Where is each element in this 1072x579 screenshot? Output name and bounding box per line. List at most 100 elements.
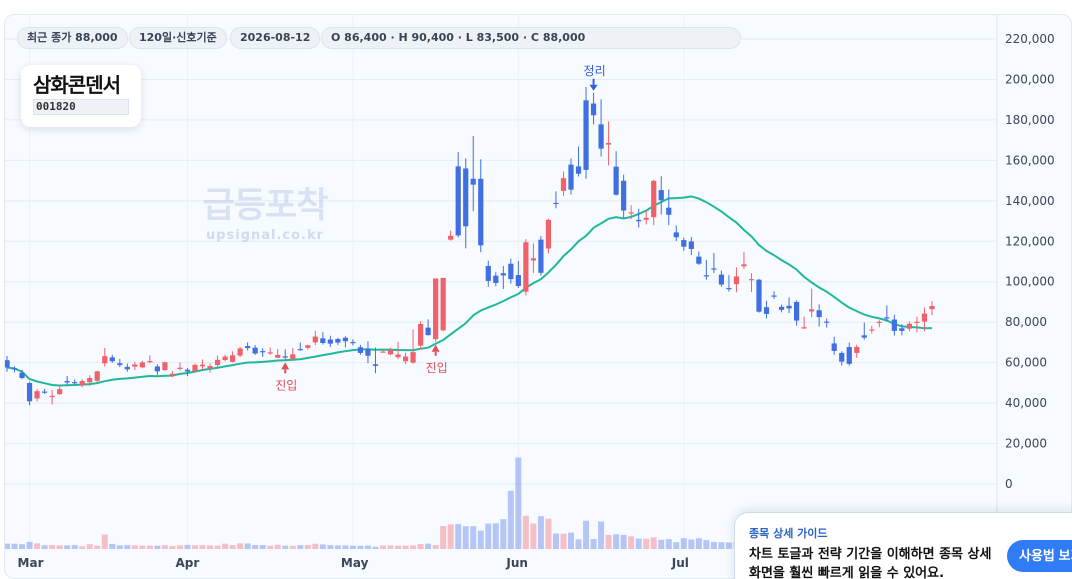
stock-card: 삼화콘덴서 001820 bbox=[21, 65, 141, 127]
candle-body bbox=[628, 212, 634, 214]
volume-bar bbox=[725, 542, 732, 549]
candle-body bbox=[79, 381, 85, 386]
x-tick-label: Jun bbox=[505, 556, 528, 570]
volume-bar bbox=[620, 534, 627, 549]
volume-bar bbox=[282, 545, 289, 549]
volume-bar bbox=[410, 545, 417, 549]
volume-bar bbox=[146, 545, 153, 549]
volume-bar bbox=[176, 545, 183, 549]
candle-body bbox=[831, 343, 837, 351]
volume-bar bbox=[34, 543, 41, 549]
candle-body bbox=[335, 338, 341, 343]
volume-bar bbox=[312, 543, 319, 549]
recent-close-pill: 최근 종가 88,000 bbox=[17, 27, 128, 49]
volume-bar bbox=[658, 539, 665, 549]
candle-body bbox=[636, 219, 642, 222]
volume-bar bbox=[613, 534, 620, 549]
candle-body bbox=[523, 242, 529, 292]
x-tick-label: May bbox=[341, 556, 369, 570]
candle-body bbox=[320, 338, 326, 344]
candle-body bbox=[275, 354, 281, 358]
volume-bar bbox=[575, 539, 582, 549]
candle-body bbox=[26, 383, 33, 402]
volume-bar bbox=[259, 545, 266, 549]
volume-bar bbox=[304, 545, 311, 549]
volume-bar bbox=[387, 545, 394, 549]
volume-bar bbox=[688, 539, 695, 549]
volume-bar bbox=[229, 545, 236, 549]
volume-bar bbox=[161, 545, 168, 549]
candle-body bbox=[613, 166, 619, 195]
candle-body bbox=[598, 124, 604, 149]
volume-bar bbox=[26, 541, 33, 549]
candle-body bbox=[245, 346, 251, 349]
volume-bar bbox=[695, 538, 702, 549]
volume-bar bbox=[334, 545, 341, 549]
candle-body bbox=[876, 321, 882, 323]
volume-bar bbox=[635, 538, 642, 549]
exit-signal-label: 정리 bbox=[584, 64, 606, 78]
candle-body bbox=[478, 178, 484, 246]
volume-bar bbox=[237, 543, 244, 549]
candle-body bbox=[11, 368, 18, 370]
period-pill[interactable]: 120일·신호기준 bbox=[129, 27, 227, 49]
candle-body bbox=[395, 354, 401, 358]
volume-bar bbox=[222, 543, 229, 549]
volume-bar bbox=[470, 526, 477, 549]
volume-bar bbox=[665, 539, 672, 549]
volume-bar bbox=[560, 533, 567, 549]
volume-bar bbox=[447, 524, 454, 549]
volume-bar bbox=[297, 545, 304, 549]
volume-bar bbox=[71, 545, 78, 549]
candle-body bbox=[372, 364, 379, 366]
candle-body bbox=[305, 345, 311, 348]
guide-button[interactable]: 사용법 보기 bbox=[1007, 540, 1072, 572]
y-tick-label: 80,000 bbox=[1005, 315, 1047, 329]
candle-body bbox=[207, 366, 213, 369]
candle-body bbox=[921, 313, 928, 322]
volume-bar bbox=[680, 538, 687, 549]
volume-bar bbox=[79, 546, 86, 549]
candle-body bbox=[57, 389, 63, 395]
volume-bar bbox=[628, 536, 635, 549]
volume-bar bbox=[462, 526, 469, 549]
volume-bar bbox=[244, 543, 251, 549]
volume-bar bbox=[94, 545, 101, 549]
candle-body bbox=[771, 295, 777, 297]
candle-body bbox=[658, 190, 664, 201]
volume-bar bbox=[568, 532, 574, 549]
entry-signal-label: 진입 bbox=[426, 361, 448, 375]
volume-bar bbox=[319, 544, 326, 549]
volume-bar bbox=[507, 490, 514, 549]
candle-body bbox=[19, 372, 25, 379]
candle-body bbox=[312, 336, 318, 343]
candle-body bbox=[756, 279, 762, 312]
entry-arrow-icon bbox=[281, 362, 290, 370]
volume-bar bbox=[530, 523, 537, 549]
volume-bar bbox=[380, 545, 386, 549]
volume-bar bbox=[49, 545, 56, 549]
candle-body bbox=[169, 373, 176, 376]
candle-body bbox=[914, 321, 920, 323]
x-tick-label: Mar bbox=[18, 556, 44, 570]
candle-body bbox=[440, 277, 446, 331]
volume-bar bbox=[131, 545, 138, 549]
ohlc-pill: O 86,400 · H 90,400 · L 83,500 · C 88,00… bbox=[321, 27, 741, 49]
candle-body bbox=[696, 256, 702, 264]
volume-bar bbox=[440, 526, 447, 549]
x-tick-label: Apr bbox=[175, 556, 199, 570]
candle-body bbox=[485, 265, 491, 281]
volume-bar bbox=[710, 541, 717, 549]
candle-body bbox=[884, 317, 890, 319]
candle-body bbox=[733, 276, 740, 285]
candlestick-chart[interactable]: 220,000 200,000 180,000 160,000 140,000 120,0… bbox=[5, 15, 1072, 579]
entry-arrow-icon bbox=[431, 344, 440, 352]
candle-body bbox=[139, 362, 145, 368]
chart-panel[interactable]: 220,000 200,000 180,000 160,000 140,000 120,0… bbox=[4, 14, 1072, 579]
volume-bar bbox=[5, 543, 10, 549]
volume-bar bbox=[154, 545, 161, 549]
candle-body bbox=[252, 347, 258, 354]
y-tick-label: 200,000 bbox=[1005, 72, 1055, 86]
candle-body bbox=[500, 273, 506, 276]
candle-body bbox=[124, 366, 130, 370]
